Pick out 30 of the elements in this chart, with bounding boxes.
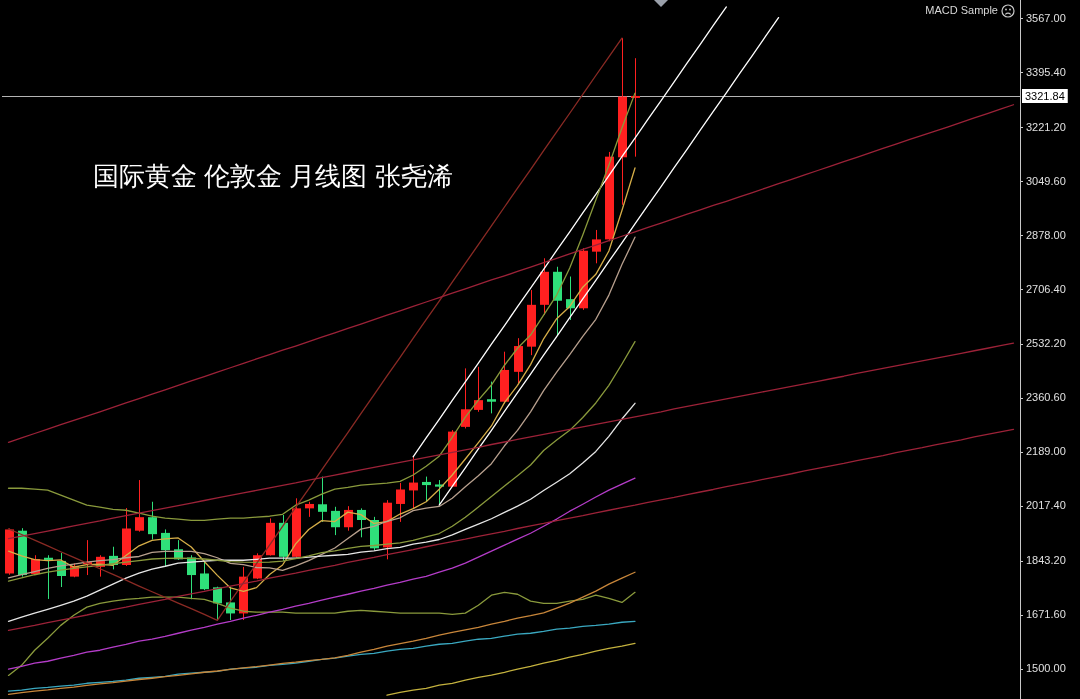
y-tick-label: 1500.00: [1026, 662, 1066, 675]
y-tick-label: 2706.40: [1026, 282, 1066, 295]
candlestick: [331, 506, 340, 536]
y-tick-label: 1843.20: [1026, 554, 1066, 567]
annotation: MACD Sample: [925, 4, 998, 17]
candlestick: [422, 476, 431, 503]
candlestick: [396, 482, 405, 523]
y-tick-label: 3221.20: [1026, 120, 1066, 133]
y-tick-label: 2017.40: [1026, 499, 1066, 512]
y-tick-label: 3567.00: [1026, 11, 1066, 24]
candlestick: [487, 381, 496, 414]
y-tick-label: 2878.00: [1026, 228, 1066, 241]
y-tick-label: 2360.60: [1026, 391, 1066, 404]
y-tick-label: 2532.20: [1026, 337, 1066, 350]
candlestick: [135, 479, 144, 533]
candlestick: [200, 560, 209, 591]
candlestick: [148, 501, 157, 541]
y-tick-label: 1671.60: [1026, 608, 1066, 621]
y-tick-label: 2189.00: [1026, 445, 1066, 458]
ref-line-label: 3321.84: [1025, 89, 1065, 102]
text: 国际黄金 伦敦金 月线图 张尧浠: [93, 161, 453, 192]
y-tick-label: 3395.40: [1026, 65, 1066, 78]
candlestick: [592, 229, 601, 264]
y-tick-label: 3049.60: [1026, 174, 1066, 187]
candlestick: [344, 505, 353, 532]
candlestick: [44, 554, 53, 600]
candlestick: [474, 366, 483, 413]
candlestick: [318, 476, 327, 523]
candlestick: [435, 479, 444, 506]
candlestick: [161, 528, 170, 568]
